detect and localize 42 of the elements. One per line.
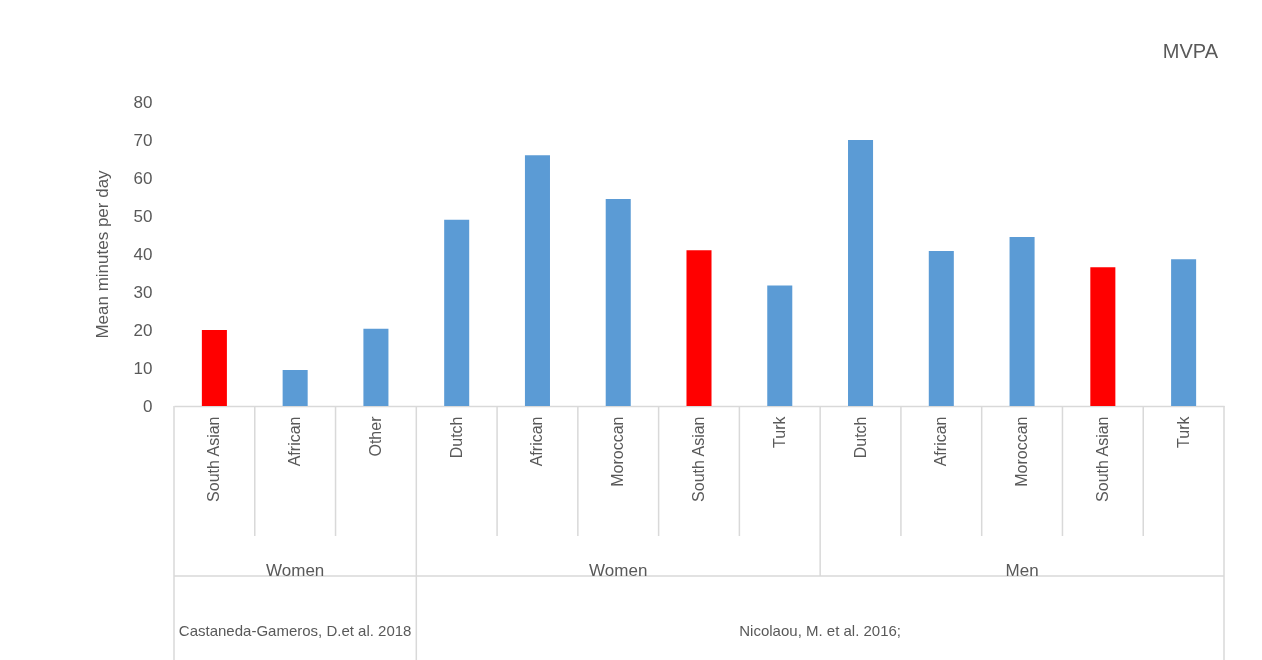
y-axis-title: Mean minutes per day <box>92 169 112 339</box>
bar <box>848 140 874 406</box>
y-tick-label: 30 <box>133 282 153 302</box>
y-tick-label: 0 <box>143 396 153 416</box>
y-tick-label: 10 <box>133 358 153 378</box>
x-tick-label: Other <box>366 415 384 457</box>
text: Nicolaou, M. et al. 2016; <box>739 622 902 639</box>
bar <box>686 250 712 406</box>
bar <box>1171 259 1197 406</box>
y-tick-label: 70 <box>133 130 153 150</box>
chart-title: MVPA <box>1162 40 1219 62</box>
y-tick-label: 40 <box>133 244 153 264</box>
text: Castaneda-Gameros, D.et al. 2018 <box>178 622 412 639</box>
bar <box>767 285 793 406</box>
text: Men <box>1005 561 1039 580</box>
bar <box>1090 267 1116 406</box>
x-tick-label: South Asian <box>205 416 223 502</box>
y-tick-label: 80 <box>133 92 153 112</box>
text: Women <box>266 561 325 580</box>
y-tick-label: 50 <box>133 206 153 226</box>
x-tick-label: South Asian <box>1093 416 1111 502</box>
x-tick-label: Turk <box>1174 415 1192 448</box>
x-tick-label: Dutch <box>851 416 869 459</box>
x-tick-label: South Asian <box>690 416 707 502</box>
text: Women <box>589 561 648 580</box>
bar <box>444 219 470 406</box>
bar <box>524 155 550 406</box>
x-tick-label: Dutch <box>447 416 465 459</box>
x-tick-label: African <box>286 416 304 467</box>
x-tick-label: Moroccan <box>1013 416 1031 487</box>
bar <box>201 330 227 406</box>
bar <box>928 250 954 406</box>
x-tick-label: African <box>528 416 546 467</box>
y-tick-label: 20 <box>133 320 153 340</box>
x-tick-label: Moroccan <box>609 416 627 487</box>
bar <box>605 198 631 406</box>
bar <box>363 328 389 406</box>
y-tick-label: 60 <box>133 168 153 188</box>
bar <box>282 369 308 406</box>
x-tick-label: Turk <box>770 415 788 448</box>
x-tick-label: African <box>932 416 950 467</box>
bar <box>1009 236 1035 406</box>
